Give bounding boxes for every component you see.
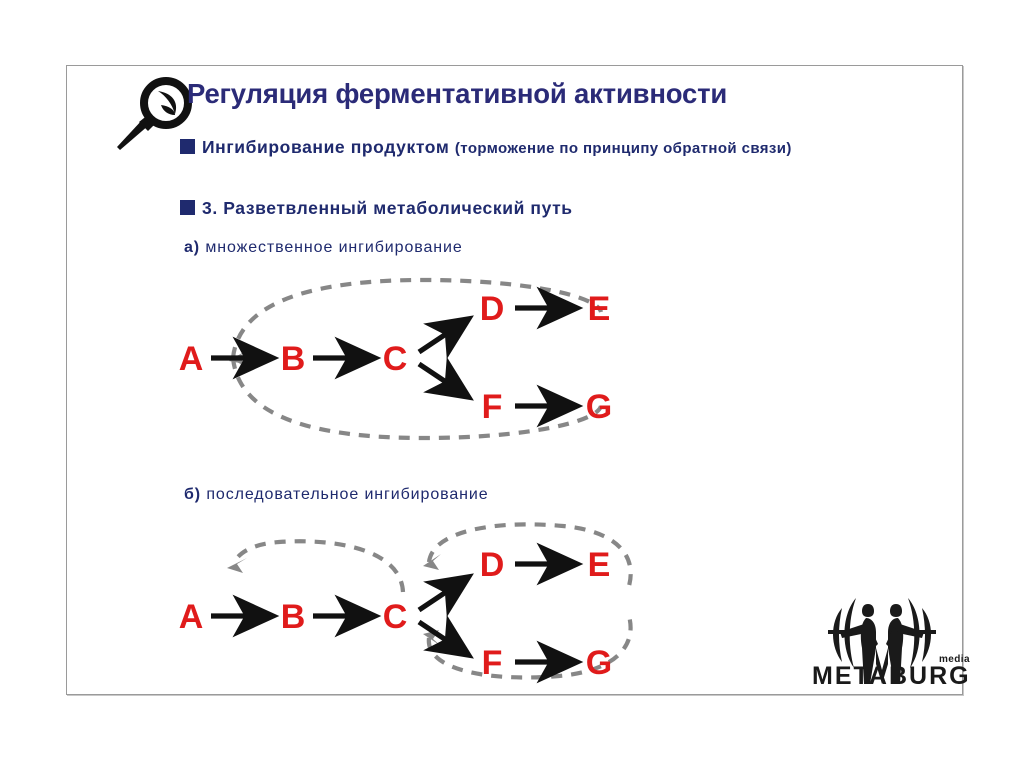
node-E: E xyxy=(588,546,611,584)
node-D: D xyxy=(480,546,505,584)
slide-frame: Регуляция ферментативной активности Инги… xyxy=(66,65,971,695)
node-C: C xyxy=(383,598,408,636)
diagram-sequential-inhibition: A B C D E F G xyxy=(167,516,687,686)
section-text-a: множественное ингибирование xyxy=(200,239,463,256)
diagram-multiple-inhibition: A B C D E F G xyxy=(167,266,687,451)
section-label-b: б) последовательное ингибирование xyxy=(184,486,489,504)
node-C: C xyxy=(383,340,408,378)
brand-wordmark: METABURG xyxy=(812,662,971,690)
section-marker-a: а) xyxy=(184,239,201,256)
node-E: E xyxy=(588,290,611,328)
node-B: B xyxy=(281,340,306,378)
metaburg-logo-icon xyxy=(812,586,952,691)
magnifier-icon xyxy=(109,72,195,158)
bullet-square-icon xyxy=(180,139,195,154)
bullet-product-strong: Ингибирование продуктом xyxy=(202,137,455,157)
node-B: B xyxy=(281,598,306,636)
bullet-square-icon xyxy=(180,200,195,215)
node-G: G xyxy=(586,388,612,426)
section-marker-b: б) xyxy=(184,486,202,503)
node-G: G xyxy=(586,644,612,682)
bullet-branch-strong: 3. Разветвленный метаболический путь xyxy=(202,198,573,218)
node-D: D xyxy=(480,290,505,328)
section-text-b: последовательное ингибирование xyxy=(201,486,489,503)
brand-sub-label: media xyxy=(939,654,970,665)
node-F: F xyxy=(482,388,503,426)
node-A: A xyxy=(179,340,204,378)
section-label-a: а) множественное ингибирование xyxy=(184,239,463,257)
bullet-inhibition-by-product: Ингибирование продуктом (торможение по п… xyxy=(180,136,920,159)
node-A: A xyxy=(179,598,204,636)
bullet-branched-pathway: 3. Разветвленный метаболический путь xyxy=(180,198,920,219)
bullet-product-rest: (торможение по принципу обратной связи) xyxy=(454,140,792,157)
node-F: F xyxy=(482,644,503,682)
page-title: Регуляция ферментативной активности xyxy=(187,78,728,109)
